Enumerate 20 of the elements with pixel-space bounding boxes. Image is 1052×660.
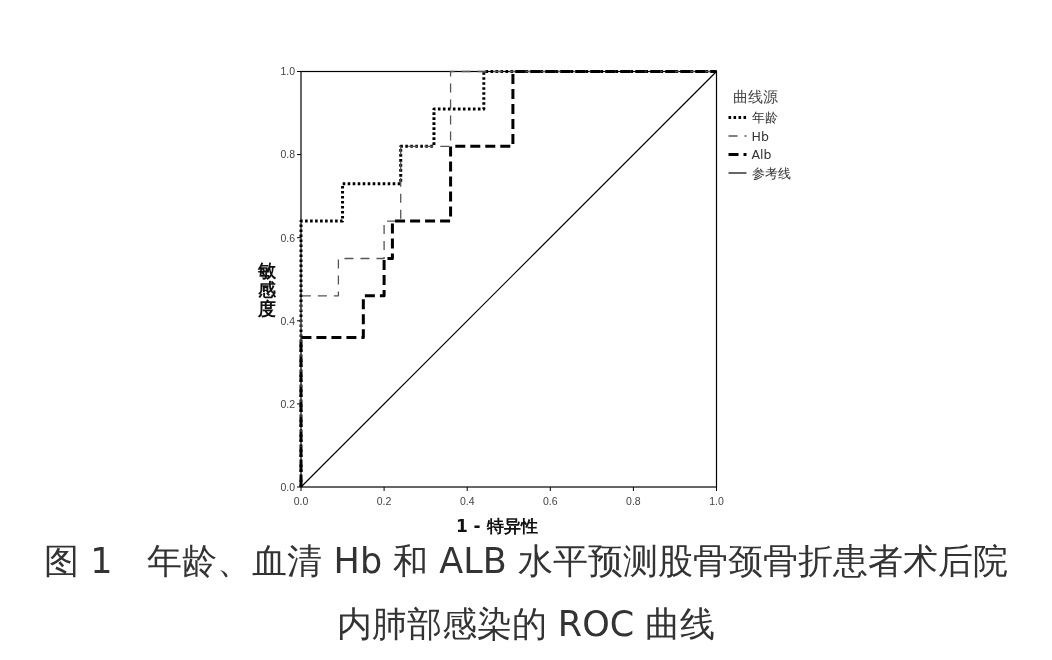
y-tick-label: 0.6 — [280, 231, 296, 244]
y-tick-label: 1.0 — [280, 65, 296, 78]
x-tick-label: 0.2 — [376, 495, 392, 507]
legend-label: 年龄 — [751, 110, 778, 125]
x-tick-label: 0.0 — [293, 495, 309, 507]
x-tick-label: 0.6 — [543, 495, 558, 507]
y-tick-label: 0.8 — [280, 148, 296, 161]
x-axis-title: 1 - 特异性 — [455, 516, 538, 536]
text: 图 1 年龄、血清 Hb 和 ALB 水平预测股骨颈骨折患者术后院内肺部感染的 ROC 曲线 — [44, 541, 1008, 644]
y-tick-label: 0.4 — [280, 314, 296, 327]
legend-label: 参考线 — [751, 165, 791, 181]
legend-title: 曲线源 — [732, 87, 778, 106]
legend-label: Hb — [751, 128, 769, 144]
x-tick-label: 1.0 — [709, 495, 724, 507]
x-tick-label: 0.8 — [626, 495, 641, 507]
legend-label: Alb — [751, 147, 772, 162]
y-tick-label: 0.2 — [280, 397, 296, 410]
x-tick-label: 0.4 — [459, 495, 475, 507]
y-axis-title: 敏感度 — [257, 260, 277, 319]
y-tick-label: 0.0 — [280, 480, 296, 493]
